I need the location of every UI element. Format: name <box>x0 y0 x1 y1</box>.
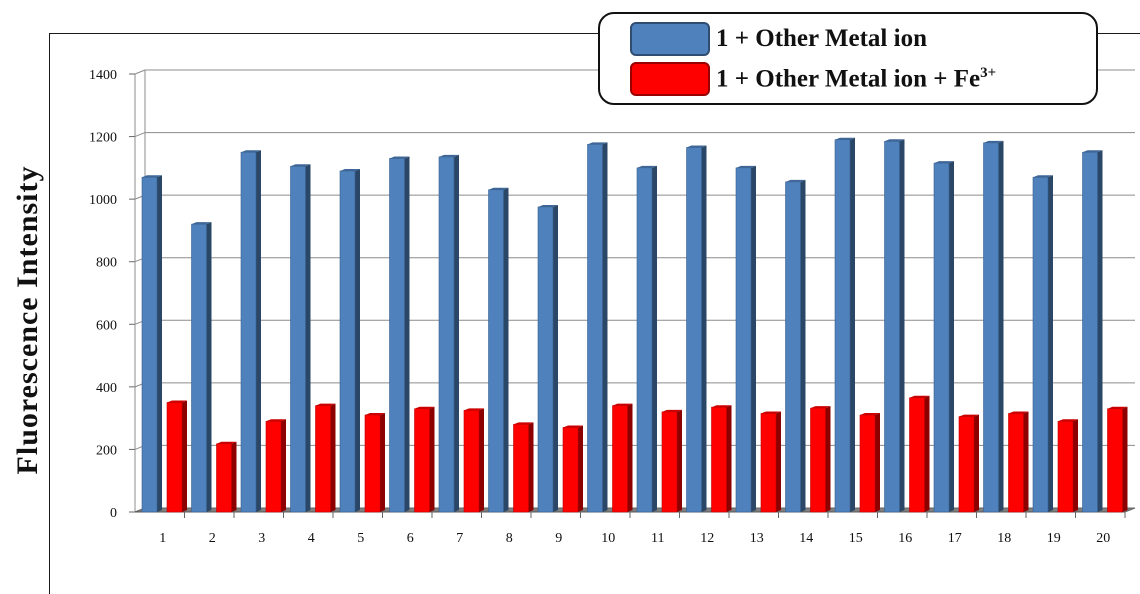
bar-other-metal-1 <box>141 175 162 513</box>
y-tick-label: 400 <box>96 381 117 396</box>
bar-other-metal-fe-7 <box>463 408 484 513</box>
x-tick-label: 4 <box>308 531 315 546</box>
x-tick-label: 14 <box>799 531 813 546</box>
gridline-depth <box>134 132 146 138</box>
bar-other-metal-17 <box>933 161 954 513</box>
bar-other-metal-10 <box>587 142 608 513</box>
x-tick-label: 16 <box>898 531 912 546</box>
bar-other-metal-fe-10 <box>612 403 633 513</box>
bar-other-metal-fe-16 <box>909 395 930 513</box>
bar-other-metal-fe-12 <box>711 405 732 513</box>
bar-other-metal-fe-8 <box>513 422 534 513</box>
y-tick-label: 1400 <box>89 68 117 83</box>
legend-swatch-red <box>630 62 710 96</box>
y-tick-label: 600 <box>96 318 117 333</box>
legend-label: 1 + Other Metal ion <box>716 25 927 52</box>
x-tick-label: 12 <box>700 531 714 546</box>
bar-other-metal-fe-3 <box>265 419 286 513</box>
bar-other-metal-8 <box>488 187 509 513</box>
chart-frame <box>49 33 1140 594</box>
y-tick-label: 800 <box>96 256 117 271</box>
bar-other-metal-11 <box>636 165 657 513</box>
y-tick-label: 1000 <box>89 193 117 208</box>
bar-other-metal-4 <box>290 164 311 513</box>
x-tick-label: 9 <box>555 531 562 546</box>
bar-other-metal-20 <box>1082 150 1103 513</box>
bar-other-metal-fe-17 <box>958 414 979 513</box>
bar-other-metal-fe-5 <box>364 413 385 513</box>
bar-other-metal-13 <box>735 165 756 513</box>
bar-other-metal-fe-20 <box>1107 406 1128 513</box>
bar-other-metal-9 <box>537 204 558 513</box>
bar-other-metal-6 <box>389 156 410 513</box>
bar-other-metal-fe-9 <box>562 425 583 513</box>
bar-other-metal-fe-19 <box>1057 419 1078 513</box>
bar-other-metal-fe-13 <box>760 411 781 513</box>
y-tick-label: 0 <box>110 506 117 521</box>
bar-other-metal-3 <box>240 150 261 513</box>
bar-other-metal-12 <box>686 145 707 513</box>
bar-other-metal-5 <box>339 168 360 513</box>
x-tick-label: 2 <box>209 531 216 546</box>
bar-other-metal-16 <box>884 139 905 513</box>
gridline-depth <box>134 69 146 75</box>
legend-swatch-blue <box>630 22 710 56</box>
x-tick-label: 8 <box>506 531 513 546</box>
y-tick-label: 200 <box>96 443 117 458</box>
bar-other-metal-14 <box>785 179 806 513</box>
x-tick-label: 1 <box>159 531 166 546</box>
x-tick-label: 17 <box>948 531 962 546</box>
x-tick-label: 3 <box>258 531 265 546</box>
bar-other-metal-15 <box>834 137 855 513</box>
bar-other-metal-fe-18 <box>1008 411 1029 513</box>
x-tick-label: 5 <box>357 531 364 546</box>
x-tick-label: 15 <box>849 531 863 546</box>
x-tick-label: 13 <box>750 531 764 546</box>
x-tick-label: 18 <box>997 531 1011 546</box>
legend: 1 + Other Metal ion 1 + Other Metal ion … <box>598 12 1098 105</box>
bar-other-metal-fe-4 <box>315 403 336 513</box>
bar-other-metal-fe-1 <box>166 400 187 513</box>
bar-other-metal-fe-6 <box>414 406 435 513</box>
x-tick-label: 6 <box>407 531 414 546</box>
bar-other-metal-19 <box>1032 175 1053 513</box>
legend-label-superscript: 3+ <box>980 64 997 81</box>
legend-item-series-2: 1 + Other Metal ion + Fe3+ <box>630 62 996 96</box>
legend-item-series-1: 1 + Other Metal ion <box>630 22 927 56</box>
bar-other-metal-fe-11 <box>661 409 682 513</box>
x-tick-label: 7 <box>456 531 463 546</box>
bar-other-metal-18 <box>983 140 1004 513</box>
x-tick-label: 19 <box>1047 531 1061 546</box>
x-tick-label: 20 <box>1096 531 1110 546</box>
bar-other-metal-7 <box>438 154 459 513</box>
x-tick-label: 10 <box>601 531 615 546</box>
bar-other-metal-fe-2 <box>216 441 237 513</box>
bar-other-metal-fe-14 <box>810 406 831 513</box>
legend-label: 1 + Other Metal ion + Fe <box>716 65 981 93</box>
y-tick-label: 1200 <box>89 131 117 146</box>
bar-other-metal-fe-15 <box>859 413 880 513</box>
bar-other-metal-2 <box>191 222 212 513</box>
x-tick-label: 11 <box>651 531 664 546</box>
